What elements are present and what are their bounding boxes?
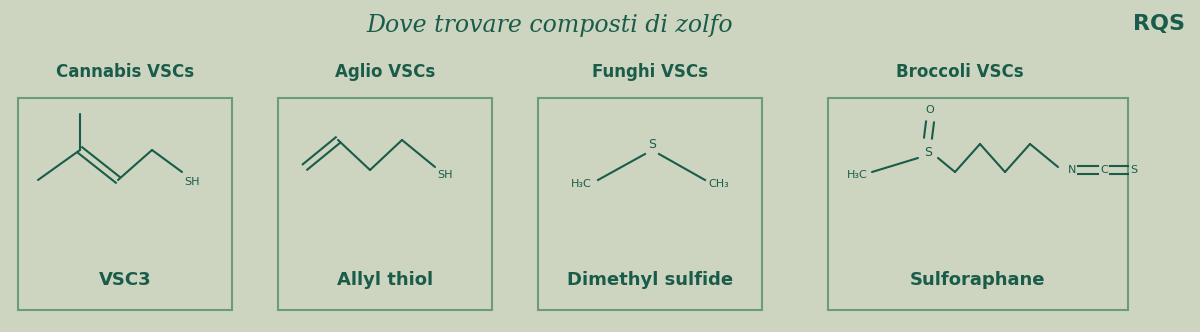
Text: S: S (924, 145, 932, 158)
Text: Cannabis VSCs: Cannabis VSCs (56, 63, 194, 81)
Bar (18, 98, 232, 310)
Text: O: O (925, 105, 935, 115)
Text: Aglio VSCs: Aglio VSCs (335, 63, 436, 81)
Bar (278, 98, 492, 310)
Text: VSC3: VSC3 (98, 271, 151, 289)
Text: N: N (1068, 165, 1076, 175)
Text: Sulforaphane: Sulforaphane (911, 271, 1045, 289)
Text: CH₃: CH₃ (708, 179, 728, 189)
Text: SH: SH (184, 177, 199, 187)
Bar (828, 98, 1128, 310)
Text: S: S (648, 137, 656, 150)
Text: C: C (1100, 165, 1108, 175)
Text: Dove trovare composti di zolfo: Dove trovare composti di zolfo (367, 14, 733, 37)
Text: Dimethyl sulfide: Dimethyl sulfide (566, 271, 733, 289)
Text: H₃C: H₃C (571, 179, 592, 189)
Text: SH: SH (437, 170, 452, 180)
Text: Funghi VSCs: Funghi VSCs (592, 63, 708, 81)
Text: Allyl thiol: Allyl thiol (337, 271, 433, 289)
Text: RQS: RQS (1133, 14, 1186, 34)
Text: S: S (1130, 165, 1138, 175)
Text: Broccoli VSCs: Broccoli VSCs (896, 63, 1024, 81)
Bar (538, 98, 762, 310)
Text: H₃C: H₃C (847, 170, 868, 180)
